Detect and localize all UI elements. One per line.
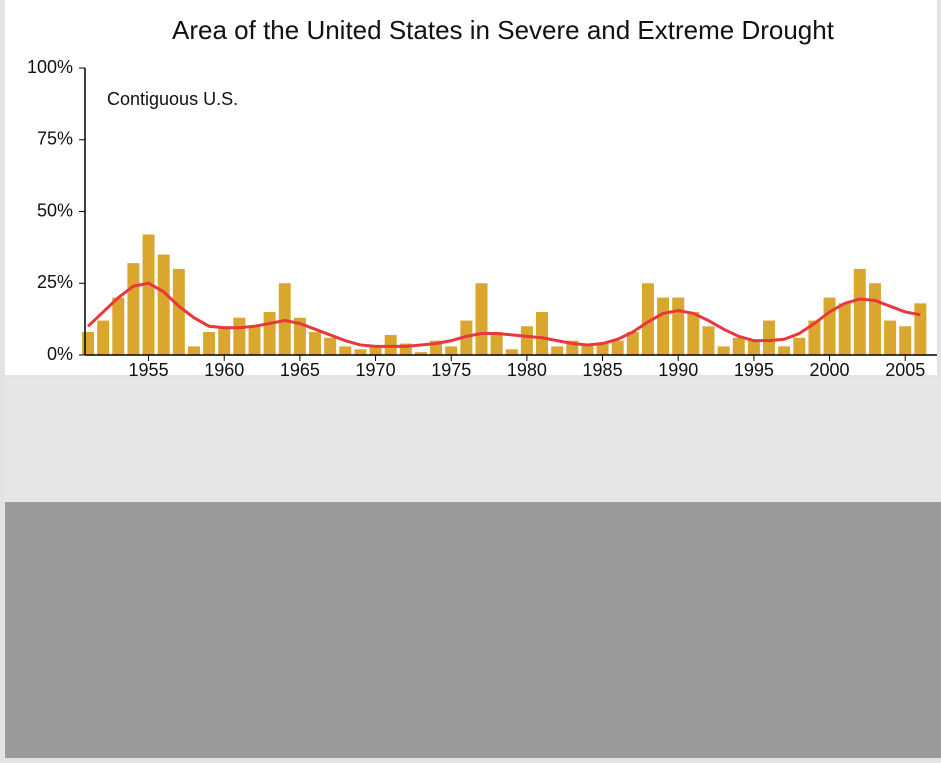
bar	[309, 332, 322, 355]
bar	[172, 268, 185, 355]
x-tick-label: 1965	[280, 360, 320, 380]
bar	[687, 311, 700, 355]
bar	[853, 268, 866, 355]
y-tick-label: 50%	[37, 200, 73, 220]
x-tick-label: 1955	[129, 360, 169, 380]
bar	[596, 343, 609, 355]
glitch-band	[5, 378, 941, 502]
bar	[339, 346, 352, 355]
bar	[157, 254, 170, 355]
bar	[808, 320, 821, 355]
bar	[899, 326, 912, 355]
bar	[218, 326, 231, 355]
bar	[838, 303, 851, 355]
bar	[97, 320, 110, 355]
bar	[248, 326, 261, 355]
x-tick-label: 2005	[885, 360, 925, 380]
bar	[581, 343, 594, 355]
bar	[293, 317, 306, 355]
bar	[490, 332, 503, 355]
bar	[354, 349, 367, 355]
bar	[263, 311, 276, 355]
bar	[717, 346, 730, 355]
bar	[793, 337, 806, 355]
bar	[112, 297, 125, 355]
bar	[657, 297, 670, 355]
bar	[520, 326, 533, 355]
bar	[233, 317, 246, 355]
bar	[536, 311, 549, 355]
bar	[868, 283, 881, 355]
x-tick-label: 1975	[431, 360, 471, 380]
bar	[611, 340, 624, 355]
glitch-area	[5, 502, 941, 758]
trend-line	[86, 281, 921, 348]
x-tick-label: 1970	[356, 360, 396, 380]
bar	[702, 326, 715, 355]
bar	[445, 346, 458, 355]
annotation: Contiguous U.S.	[107, 89, 238, 109]
bar	[369, 346, 382, 355]
chart-title: Area of the United States in Severe and …	[172, 15, 835, 45]
y-tick-label: 0%	[47, 344, 73, 364]
x-tick-label: 1960	[204, 360, 244, 380]
y-tick-label: 25%	[37, 272, 73, 292]
bar	[324, 337, 337, 355]
bar	[626, 332, 639, 355]
bar	[732, 337, 745, 355]
bar	[142, 234, 155, 355]
bar	[747, 340, 760, 355]
bar	[203, 332, 216, 355]
x-tick-label: 2000	[810, 360, 850, 380]
bar	[505, 349, 518, 355]
bar	[914, 303, 927, 355]
bar	[641, 283, 654, 355]
bar	[127, 263, 140, 355]
bar	[475, 283, 488, 355]
bar	[82, 332, 95, 355]
bar	[399, 343, 412, 355]
bar	[414, 352, 427, 355]
x-tick-label: 1980	[507, 360, 547, 380]
bar	[778, 346, 791, 355]
x-tick-label: 1990	[658, 360, 698, 380]
y-tick-label: 100%	[27, 57, 73, 77]
bar	[763, 320, 776, 355]
bar	[187, 346, 200, 355]
y-tick-label: 75%	[37, 129, 73, 149]
x-tick-label: 1985	[583, 360, 623, 380]
x-tick-label: 1995	[734, 360, 774, 380]
bar	[823, 297, 836, 355]
bar	[551, 346, 564, 355]
bar	[884, 320, 897, 355]
bar	[672, 297, 685, 355]
